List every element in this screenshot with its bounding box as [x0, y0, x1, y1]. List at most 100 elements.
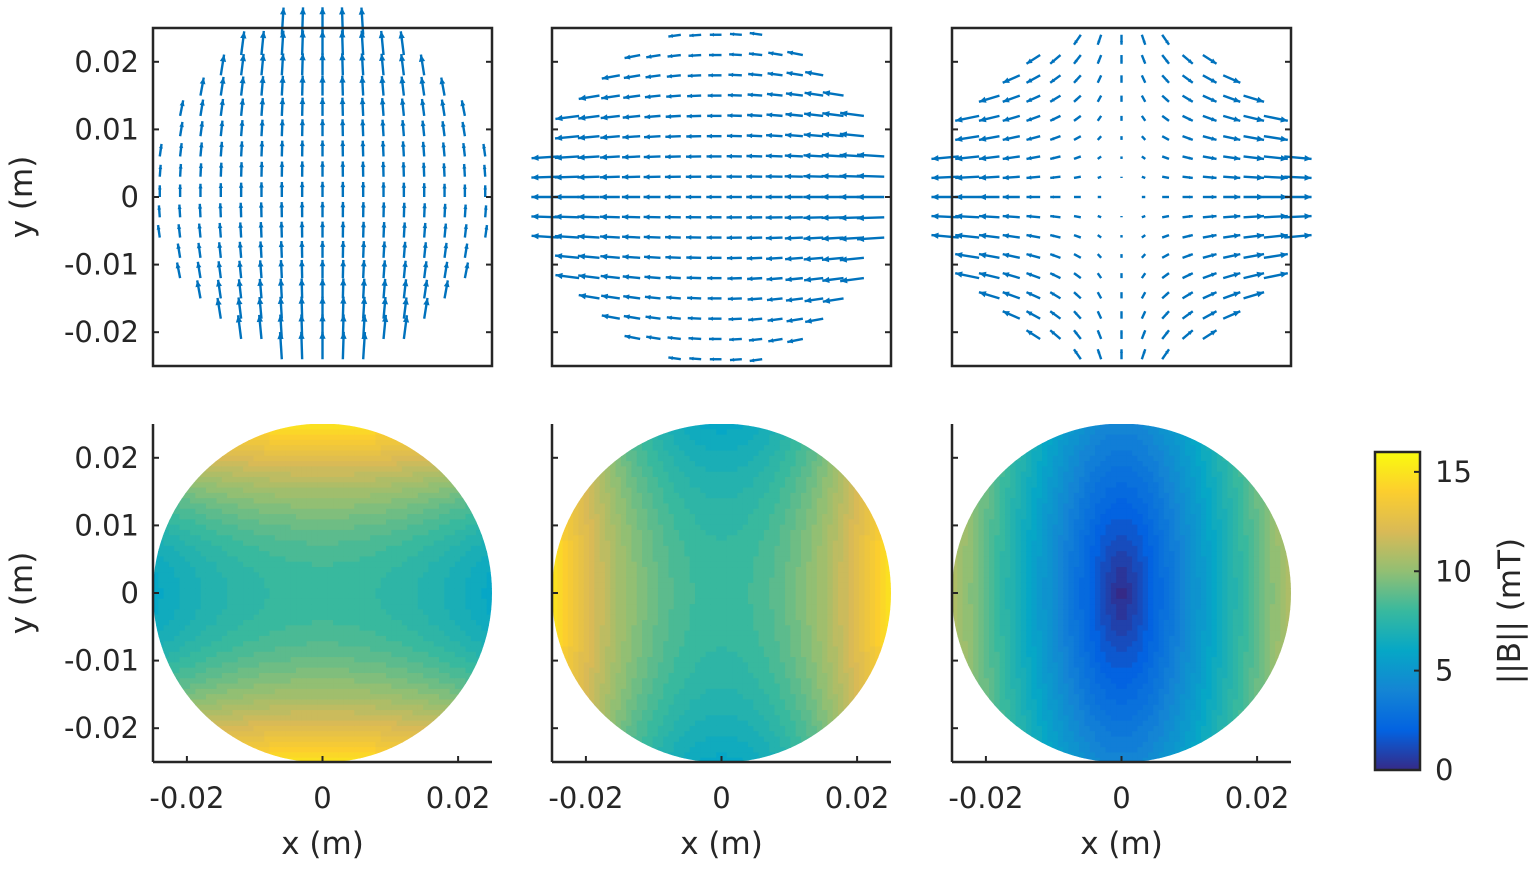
quiver-arrow	[256, 314, 263, 340]
heatmap-cell	[465, 604, 472, 611]
heatmap-cell	[401, 588, 408, 595]
heatmap-cell	[391, 625, 398, 632]
heatmap-cell	[396, 577, 403, 584]
heatmap-cell	[599, 646, 606, 653]
quiver-arrow	[320, 161, 325, 177]
heatmap-cell	[258, 529, 265, 536]
heatmap-cell	[401, 641, 408, 648]
quiver-arrow	[766, 112, 783, 118]
heatmap-cell	[280, 710, 287, 717]
heatmap-cell	[317, 609, 324, 616]
heatmap-cell	[343, 498, 350, 505]
heatmap-cell	[333, 582, 340, 589]
heatmap-cell	[237, 434, 244, 441]
heatmap-cell	[232, 630, 239, 637]
heatmap-cell	[354, 455, 361, 462]
heatmap-cell	[301, 498, 308, 505]
heatmap-cell	[604, 524, 611, 531]
heatmap-cell	[423, 503, 430, 510]
heatmap-cell	[470, 508, 477, 515]
heatmap-cell	[642, 461, 649, 468]
heatmap-cell	[557, 619, 564, 626]
heatmap-cell	[626, 704, 633, 711]
heatmap-cell	[604, 694, 611, 701]
heatmap-cell	[557, 630, 564, 637]
quiver-arrow	[1073, 195, 1081, 199]
heatmap-cell	[227, 604, 234, 611]
heatmap-cell	[359, 625, 366, 632]
heatmap-cell	[179, 667, 186, 674]
heatmap-cell	[370, 439, 377, 446]
heatmap-cell	[380, 614, 387, 621]
quiver-arrow	[339, 119, 346, 137]
heatmap-cell	[573, 614, 580, 621]
heatmap-cell	[327, 694, 334, 701]
heatmap-cell	[557, 545, 564, 552]
heatmap-cell	[412, 572, 419, 579]
heatmap-cell	[333, 487, 340, 494]
heatmap-cell	[626, 545, 633, 552]
heatmap-cell	[354, 482, 361, 489]
heatmap-cell	[386, 725, 393, 732]
heatmap-cell	[615, 646, 622, 653]
heatmap-cell	[258, 641, 265, 648]
quiver-arrow	[462, 184, 467, 197]
heatmap-cell	[470, 551, 477, 558]
quiver-arrow	[1223, 155, 1241, 161]
heatmap-cell	[195, 487, 202, 494]
heatmap-cell	[243, 503, 250, 510]
heatmap-cell	[433, 514, 440, 521]
heatmap-cell	[348, 424, 355, 430]
heatmap-cell	[343, 736, 350, 743]
quiver-arrow	[402, 297, 409, 319]
quiver-arrow	[804, 70, 824, 77]
quiver-arrow	[1202, 214, 1217, 219]
heatmap-cell	[163, 672, 170, 679]
heatmap-cell	[269, 455, 276, 462]
heatmap-cell	[439, 657, 446, 664]
heatmap-cell	[285, 514, 292, 521]
heatmap-cell	[290, 535, 297, 542]
heatmap-cell	[264, 593, 271, 600]
heatmap-cell	[589, 535, 596, 542]
heatmap-cell	[375, 529, 382, 536]
heatmap-cell	[248, 519, 255, 526]
heatmap-cell	[354, 450, 361, 457]
heatmap-cell	[620, 551, 627, 558]
heatmap-cell	[594, 635, 601, 642]
heatmap-cell	[179, 503, 186, 510]
heatmap-cell	[243, 593, 250, 600]
heatmap-cell	[258, 577, 265, 584]
heatmap-cell	[631, 492, 638, 499]
heatmap-cell	[354, 678, 361, 685]
quiver-arrow	[706, 214, 722, 220]
heatmap-cell	[391, 699, 398, 706]
heatmap-cell	[631, 572, 638, 579]
heatmap-cell	[636, 471, 643, 478]
quiver-arrow	[259, 182, 264, 197]
heatmap-cell	[221, 455, 228, 462]
heatmap-cell	[317, 588, 324, 595]
heatmap-cell	[306, 450, 313, 457]
quiver-arrow	[279, 182, 285, 197]
heatmap-cell	[179, 619, 186, 626]
heatmap-cell	[583, 508, 590, 515]
heatmap-cell	[412, 662, 419, 669]
heatmap-cell	[631, 567, 638, 574]
heatmap-cell	[433, 503, 440, 510]
heatmap-cell	[476, 524, 483, 531]
heatmap-cell	[401, 710, 408, 717]
heatmap-cell	[449, 619, 456, 626]
heatmap-cell	[322, 476, 329, 483]
heatmap-cell	[338, 757, 345, 763]
heatmap-cell	[636, 582, 643, 589]
heatmap-cell	[269, 540, 276, 547]
quiver-arrow	[1182, 135, 1194, 142]
heatmap-cell	[454, 561, 461, 568]
heatmap-cell	[594, 535, 601, 542]
heatmap-cell	[179, 683, 186, 690]
heatmap-cell	[594, 471, 601, 478]
heatmap-cell	[179, 556, 186, 563]
heatmap-cell	[306, 476, 313, 483]
quiver-arrow	[443, 261, 449, 279]
